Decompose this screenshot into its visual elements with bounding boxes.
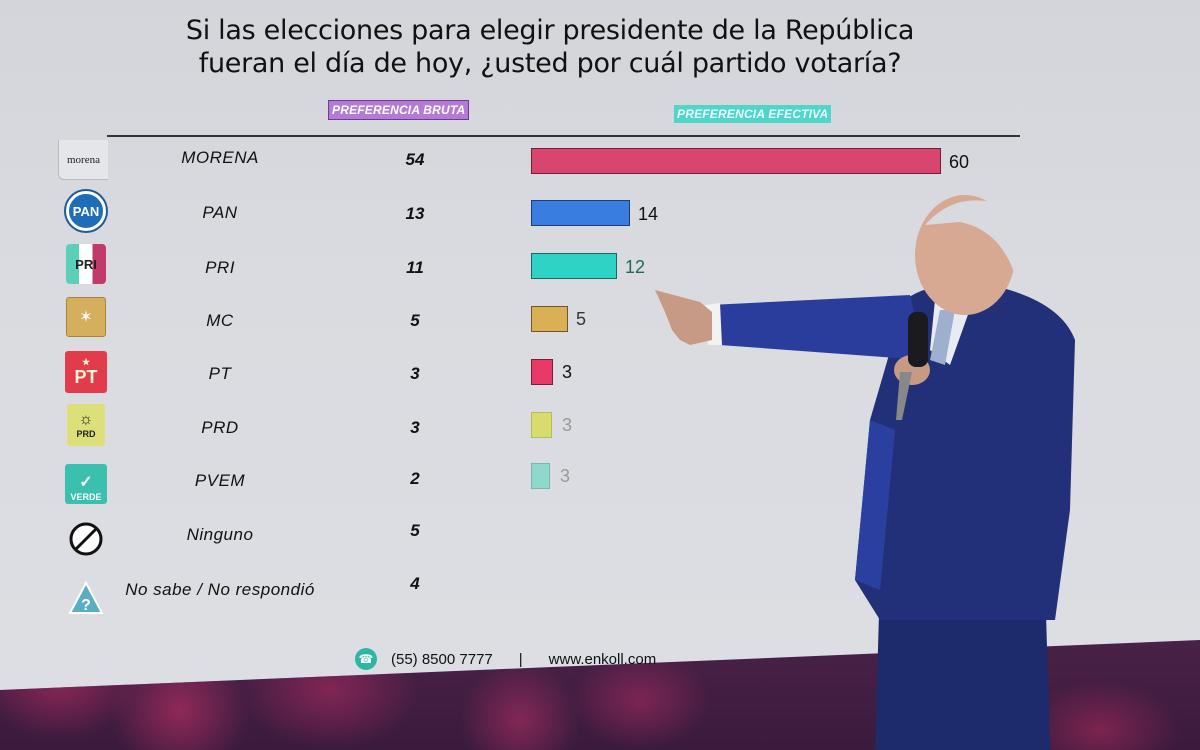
- table-row-prd: ☼ PRD PRD 3 3: [0, 402, 1200, 452]
- efectiva-bar: [531, 463, 550, 489]
- footer-separator: |: [518, 650, 523, 668]
- bruta-value: 5: [410, 311, 420, 330]
- table-row-ninguno: Ninguno 5: [0, 510, 1200, 560]
- efectiva-bar: [531, 148, 941, 174]
- efectiva-value: 3: [562, 415, 573, 435]
- sun-icon: ☼: [78, 411, 94, 428]
- pt-logo: ★ PT: [64, 351, 108, 393]
- table-row-pt: ★ PT PT 3 3: [0, 349, 1200, 399]
- table-row-pri: PRI PRI 11 12: [0, 243, 1200, 293]
- morena-logo: morena: [58, 140, 108, 180]
- pan-logo: PAN: [64, 190, 108, 232]
- efectiva-bar: [531, 412, 552, 438]
- chart-title: Si las elecciones para elegir presidente…: [150, 14, 950, 80]
- prd-logo: ☼ PRD: [64, 404, 108, 446]
- table-row-pan: PAN PAN 13 14: [0, 190, 1200, 240]
- preferencia-bruta-header: PREFERENCIA BRUTA: [328, 100, 470, 120]
- toucan-icon: ✓: [79, 474, 93, 491]
- website-link: www.enkoll.com: [548, 650, 657, 668]
- pvem-logo: ✓ VERDE: [64, 463, 108, 505]
- efectiva-value: 3: [562, 362, 573, 382]
- party-name: PRI: [205, 258, 235, 277]
- party-name: MORENA: [181, 148, 259, 167]
- title-line-2: fueran el día de hoy, ¿usted por cuál pa…: [198, 48, 902, 79]
- star-icon: ★: [81, 356, 91, 367]
- efectiva-value: 14: [638, 204, 659, 224]
- question-triangle-icon: ?: [64, 577, 108, 619]
- pri-logo: PRI: [64, 243, 108, 285]
- bruta-value: 3: [410, 418, 420, 437]
- party-name: PAN: [202, 203, 238, 222]
- efectiva-value: 3: [560, 466, 571, 486]
- party-name: Ninguno: [186, 525, 254, 544]
- title-line-1: Si las elecciones para elegir presidente…: [185, 15, 915, 46]
- efectiva-value: 12: [625, 257, 646, 277]
- table-row-no-sabe: ? No sabe / No respondió 4: [0, 563, 1200, 614]
- efectiva-bar: [531, 306, 568, 332]
- bruta-value: 4: [410, 574, 420, 593]
- efectiva-value: 5: [576, 309, 587, 329]
- preferencia-efectiva-header: PREFERENCIA EFECTIVA: [674, 105, 832, 123]
- table-row-morena: morena MORENA 54 60: [0, 138, 1200, 188]
- bruta-value: 54: [405, 150, 425, 169]
- none-icon: [64, 518, 108, 560]
- phone-number: (55) 8500 7777: [391, 650, 493, 668]
- party-name: No sabe / No respondió: [125, 580, 315, 599]
- party-name: PRD: [201, 418, 239, 437]
- bruta-value: 13: [405, 204, 425, 223]
- bruta-value: 3: [410, 364, 420, 383]
- efectiva-value: 60: [949, 152, 970, 172]
- whatsapp-icon: ☎: [355, 648, 377, 670]
- party-name: PT: [208, 364, 232, 383]
- bruta-value: 2: [410, 469, 420, 488]
- efectiva-bar: [531, 359, 553, 385]
- bruta-value: 5: [410, 521, 420, 540]
- footer: ☎ (55) 8500 7777 | www.enkoll.com: [355, 648, 656, 670]
- party-name: MC: [206, 311, 234, 330]
- efectiva-bar: [531, 253, 617, 279]
- table-row-pvem: ✓ VERDE PVEM 2 3: [0, 455, 1200, 505]
- svg-text:?: ?: [81, 597, 91, 614]
- header-rule: [107, 135, 1020, 137]
- efectiva-bar: [531, 200, 630, 226]
- mc-logo: ✶: [64, 296, 108, 338]
- table-row-mc: ✶ MC 5 5: [0, 296, 1200, 346]
- bruta-value: 11: [406, 258, 424, 277]
- party-name: PVEM: [194, 471, 246, 490]
